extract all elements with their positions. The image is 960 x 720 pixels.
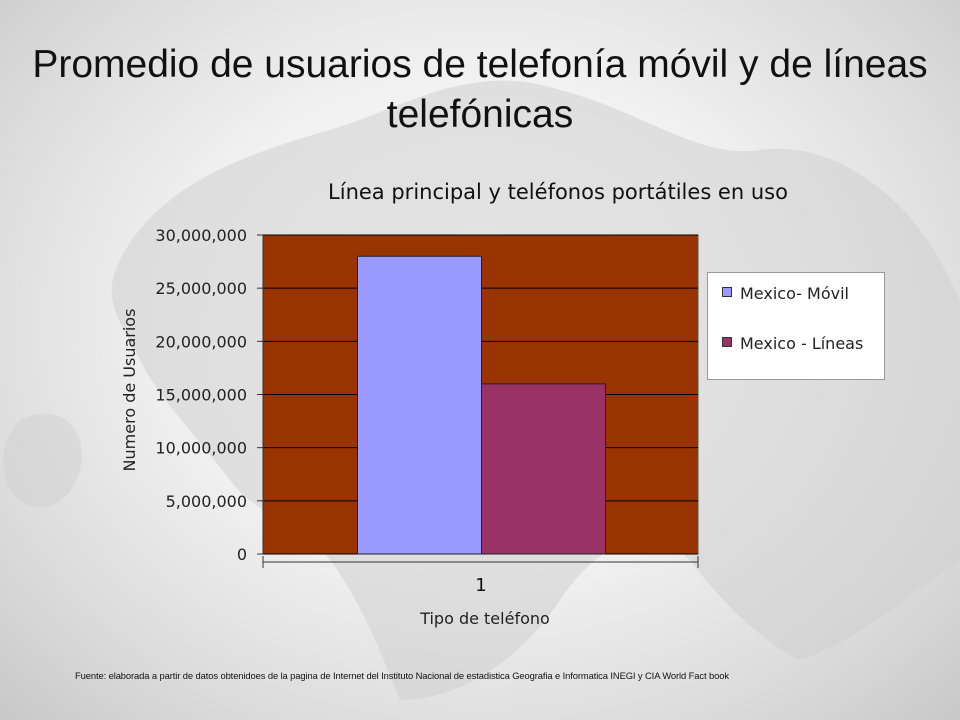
bar-mexico-lineas [481,383,606,555]
chart-title: Línea principal y teléfonos portátiles e… [328,180,788,204]
bar-mexico-movil [357,255,482,555]
y-axis-ticks: 0 5,000,000 10,000,000 15,000,000 20,000,000… [155,226,263,564]
slide-title: Promedio de usuarios de telefonía móvil … [32,43,928,136]
chart-legend: Mexico- Móvil Mexico - Líneas [707,272,885,380]
x-axis-label: Tipo de teléfono [419,609,550,628]
legend-swatch-lineas [722,337,732,347]
y-tick-label: 10,000,000 [155,439,247,458]
legend-label-lineas: Mexico - Líneas [740,334,864,353]
legend-swatch-movil [722,287,732,297]
background-island-shape [3,413,82,508]
legend-label-movil: Mexico- Móvil [740,284,849,303]
y-axis-label: Numero de Usuarios [120,309,139,472]
bars [357,255,606,555]
y-tick-label: 20,000,000 [155,332,247,351]
y-tick-label: 0 [237,545,247,564]
y-tick-label: 15,000,000 [155,386,247,405]
x-tick-label: 1 [475,575,486,596]
y-tick-label: 25,000,000 [155,279,247,298]
x-axis-ticks: 1 [262,556,699,596]
y-tick-label: 5,000,000 [166,492,247,511]
y-tick-label: 30,000,000 [155,226,247,245]
source-footnote: Fuente: elaborada a partir de datos obte… [75,670,729,681]
